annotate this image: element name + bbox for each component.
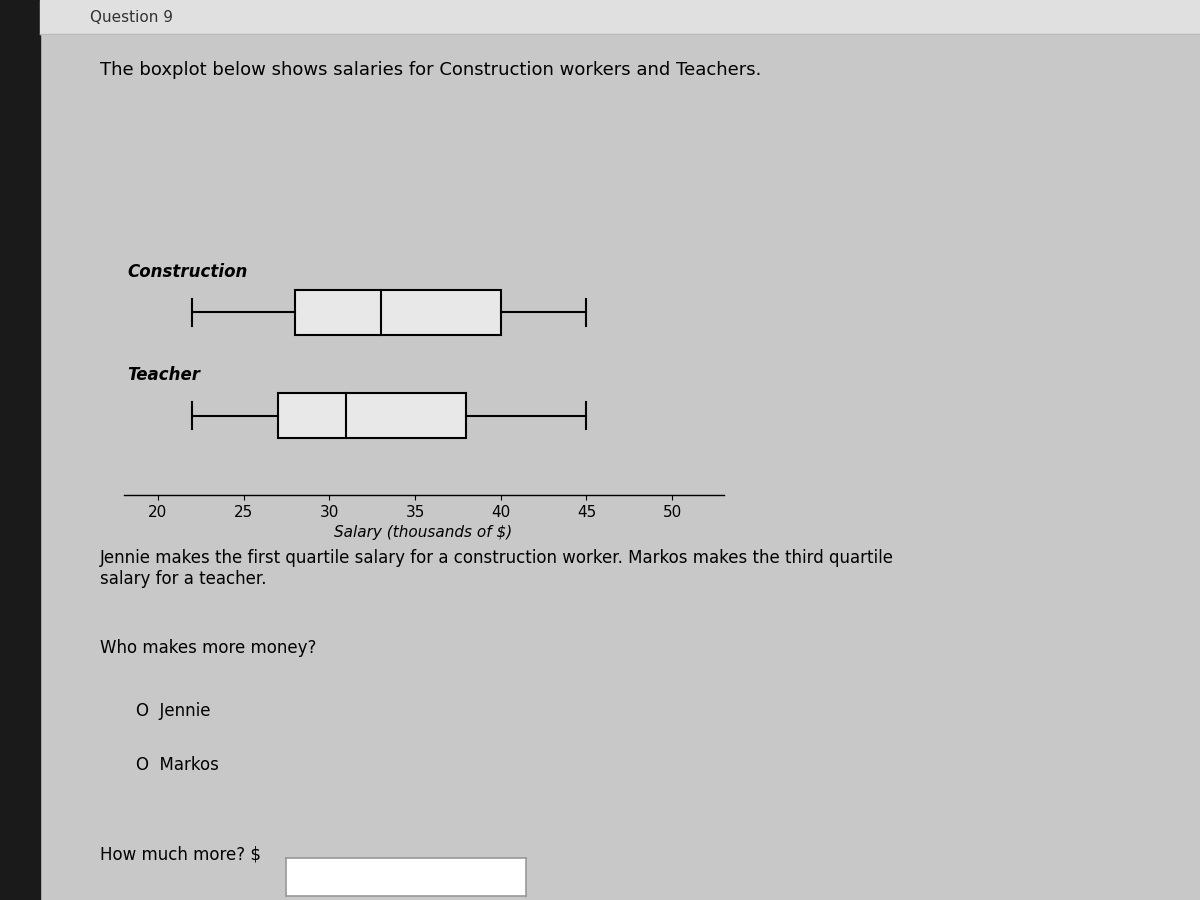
Text: Teacher: Teacher: [127, 365, 200, 383]
Text: O  Markos: O Markos: [136, 756, 218, 774]
Text: Question 9: Question 9: [90, 10, 173, 24]
Bar: [295, 290, 500, 335]
Text: Jennie makes the first quartile salary for a construction worker. Markos makes t: Jennie makes the first quartile salary f…: [100, 549, 894, 588]
Text: Who makes more money?: Who makes more money?: [100, 639, 316, 657]
Text: The boxplot below shows salaries for Construction workers and Teachers.: The boxplot below shows salaries for Con…: [100, 61, 761, 79]
X-axis label: Salary (thousands of $): Salary (thousands of $): [335, 526, 512, 540]
Text: O  Jennie: O Jennie: [136, 702, 210, 720]
Text: Construction: Construction: [127, 263, 247, 281]
Bar: [278, 393, 467, 437]
Text: How much more? $: How much more? $: [100, 846, 260, 864]
